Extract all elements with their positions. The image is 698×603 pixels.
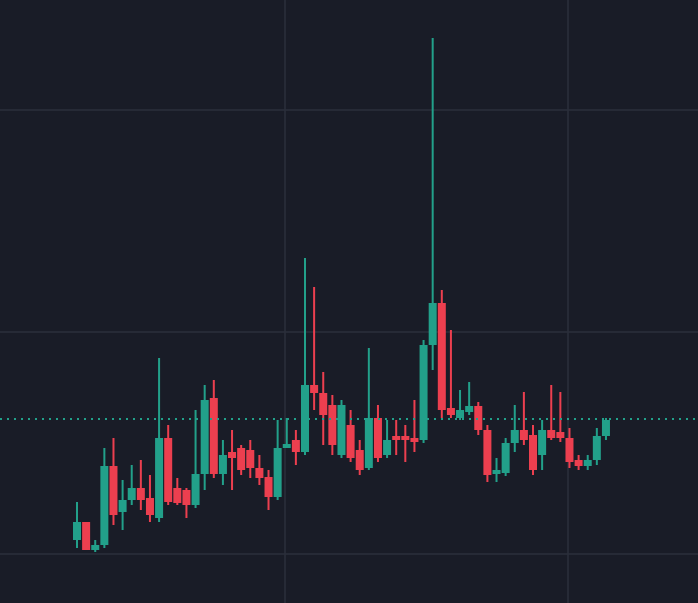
candle-body <box>73 522 81 540</box>
candle-body <box>282 444 291 448</box>
candle-body <box>127 488 136 500</box>
candle-body <box>328 405 337 445</box>
candle-body <box>136 488 145 500</box>
candle-body <box>601 420 610 436</box>
candle-body <box>538 430 547 455</box>
candle-body <box>519 430 528 440</box>
candle-body <box>419 345 428 440</box>
candle-body <box>164 438 173 502</box>
candle-body <box>191 474 200 505</box>
candle-body <box>373 418 382 458</box>
candle-body <box>355 450 364 470</box>
candle-body <box>401 436 410 440</box>
candle-body <box>255 468 264 478</box>
candle-body <box>301 385 309 452</box>
candle-body <box>410 438 419 442</box>
candle-body <box>456 410 465 418</box>
candle-body <box>218 455 227 474</box>
candle-body <box>364 418 373 468</box>
candle-body <box>574 460 583 466</box>
candle-body <box>547 430 556 438</box>
candle-body <box>155 438 164 518</box>
candle-body <box>492 470 501 474</box>
candle-body <box>565 438 574 462</box>
candle-body <box>145 498 154 515</box>
candle-body <box>319 393 328 415</box>
candle-body <box>310 385 319 393</box>
candle-body <box>592 436 601 460</box>
candle-body <box>100 466 109 545</box>
candle-body <box>583 460 592 466</box>
candle-body <box>337 405 346 455</box>
candle-body <box>200 400 209 474</box>
candle-body <box>182 490 191 505</box>
candle-body <box>237 448 246 470</box>
candle-body <box>501 443 510 473</box>
candle-body <box>446 408 455 415</box>
candle-body <box>91 545 100 550</box>
candle-body <box>510 430 519 443</box>
candle-body <box>273 448 282 497</box>
candle-body <box>82 522 91 550</box>
candle-body <box>556 432 565 438</box>
candle-body <box>209 398 218 474</box>
candle-body <box>291 440 300 452</box>
candle-body <box>246 450 255 468</box>
candle-body <box>465 406 474 412</box>
candle-body <box>173 488 182 503</box>
candle-body <box>346 425 355 458</box>
candle-body <box>118 500 127 512</box>
candle-body <box>474 406 483 430</box>
candle-body <box>383 440 392 455</box>
candle-body <box>228 452 237 458</box>
candle-body <box>483 430 492 475</box>
candle-body <box>437 303 446 410</box>
candle-body <box>264 477 273 497</box>
candle-body <box>392 436 401 440</box>
candle-body <box>428 303 437 345</box>
candle-body <box>109 466 118 515</box>
candle-body <box>529 435 537 470</box>
